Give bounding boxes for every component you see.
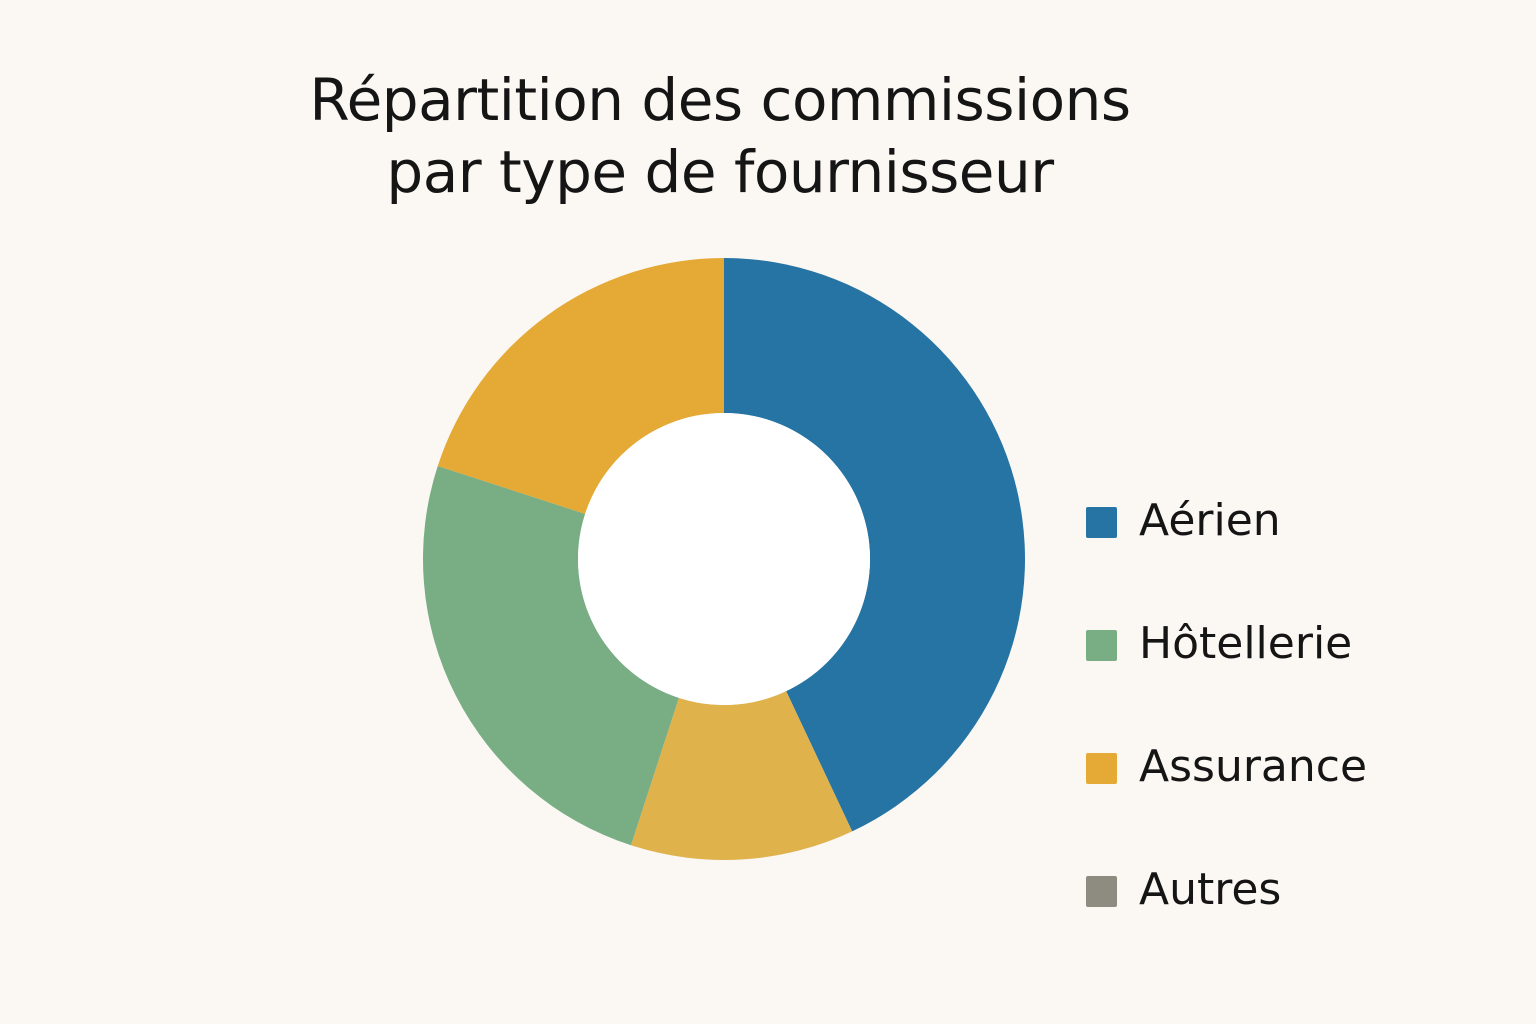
chart-title-line-1: Répartition des commissions bbox=[309, 66, 1131, 134]
donut-hole bbox=[578, 413, 870, 705]
chart-title-line-2: par type de fournisseur bbox=[386, 138, 1054, 206]
slice-assurance-1 bbox=[630, 691, 853, 860]
donut-slices bbox=[422, 258, 1025, 860]
legend-swatch-autres bbox=[1086, 876, 1117, 907]
slice-aerien-0 bbox=[724, 258, 1025, 832]
slice-hotellerie-2 bbox=[422, 465, 679, 846]
chart-title: Répartition des commissions par type de … bbox=[210, 64, 1230, 208]
legend-item-assurance: Assurance bbox=[1086, 736, 1367, 859]
legend-swatch-hotellerie bbox=[1086, 630, 1117, 661]
legend-label-assurance: Assurance bbox=[1139, 741, 1368, 792]
slice-assurance-3 bbox=[437, 258, 724, 514]
legend-item-autres: Autres bbox=[1086, 859, 1367, 982]
legend-item-hotellerie: Hôtellerie bbox=[1086, 613, 1367, 736]
legend-label-aerien: Aérien bbox=[1139, 495, 1281, 546]
legend-label-hotellerie: Hôtellerie bbox=[1139, 618, 1353, 669]
legend-swatch-aerien bbox=[1086, 507, 1117, 538]
legend-item-aerien: Aérien bbox=[1086, 490, 1367, 613]
chart-legend: Aérien Hôtellerie Assurance Autres bbox=[1086, 490, 1367, 982]
legend-swatch-assurance bbox=[1086, 753, 1117, 784]
legend-label-autres: Autres bbox=[1139, 864, 1282, 915]
